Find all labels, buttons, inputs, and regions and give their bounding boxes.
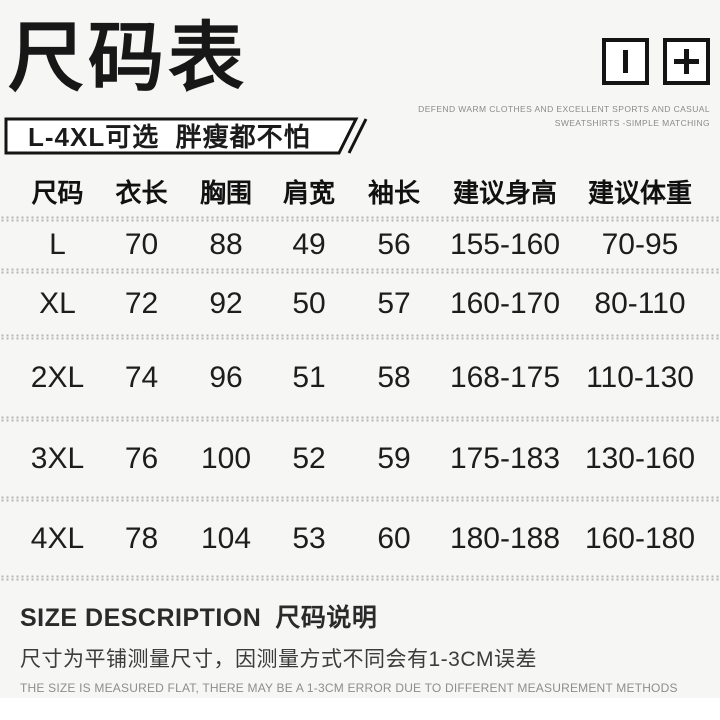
sleeve-cell: 60 [377, 521, 411, 555]
chest-cell: 88 [209, 228, 243, 261]
column-header-size: 尺码 [31, 177, 84, 208]
sleeve-cell: 58 [377, 361, 411, 394]
tagline-line-1: DEFEND WARM CLOTHES AND EXCELLENT SPORTS… [418, 104, 710, 114]
chest-cell: 100 [200, 442, 252, 475]
size-chart-page: 尺码表 DEFEND WARM CLOTHES AND EXCELLENT SP… [0, 16, 720, 695]
tagline: DEFEND WARM CLOTHES AND EXCELLENT SPORTS… [418, 102, 710, 130]
sleeve-cell: 56 [377, 228, 411, 261]
height-cell: 155-160 [449, 228, 561, 261]
bottom-white-strip [0, 698, 720, 720]
shoulder-cell: 50 [292, 287, 326, 320]
height-cell: 175-183 [449, 442, 561, 475]
table-row-l: L 70 88 49 56 155-160 70-95 [0, 222, 720, 268]
table-row-2xl: 2XL 74 96 51 58 168-175 110-130 [0, 340, 720, 416]
dotted-divider [0, 268, 720, 274]
banner-outline-shape [4, 117, 368, 155]
weight-cell: 130-160 [584, 442, 696, 475]
weight-cell: 80-110 [594, 287, 686, 320]
sleeve-cell: 57 [377, 287, 411, 320]
chest-cell: 92 [209, 287, 243, 320]
shoulder-cell: 52 [292, 442, 326, 475]
size-cell: 3XL [30, 442, 85, 475]
column-header-height: 建议身高 [452, 177, 557, 208]
weight-cell: 160-180 [584, 521, 696, 555]
table-row-xl: XL 72 92 50 57 160-170 80-110 [0, 274, 720, 334]
size-cell: 4XL [30, 521, 85, 555]
size-range-banner: L-4XL可选 胖瘦都不怕 [4, 117, 372, 155]
dotted-divider [0, 575, 720, 581]
vertical-bar-icon [602, 38, 649, 85]
size-description-heading: SIZE DESCRIPTION 尺码说明 [20, 598, 678, 634]
weight-cell: 70-95 [601, 228, 679, 261]
size-cell: 2XL [30, 361, 85, 394]
chest-cell: 96 [209, 361, 243, 394]
chest-cell: 104 [200, 521, 252, 555]
dotted-divider [0, 496, 720, 502]
column-header-shoulder: 肩宽 [282, 177, 335, 208]
plus-icon [663, 38, 710, 85]
height-cell: 180-188 [449, 521, 561, 555]
height-cell: 168-175 [449, 361, 561, 394]
shoulder-cell: 49 [292, 228, 326, 261]
length-cell: 74 [124, 361, 159, 394]
length-cell: 70 [124, 228, 159, 261]
icon-row [602, 38, 710, 85]
column-header-weight: 建议体重 [587, 177, 692, 208]
table-row-4xl: 4XL 78 104 53 60 180-188 160-180 [0, 502, 720, 575]
shoulder-cell: 53 [292, 521, 326, 555]
size-cell: L [49, 228, 66, 261]
column-header-chest: 胸围 [199, 177, 252, 208]
banner-text: L-4XL可选 胖瘦都不怕 [28, 121, 311, 152]
length-cell: 78 [124, 521, 159, 555]
measurement-note-zh: 尺寸为平铺测量尺寸，因测量方式不同会有1-3CM误差 [20, 648, 538, 671]
size-description-heading-zh: 尺码说明 [275, 604, 378, 632]
size-table: 尺码 衣长 胸围 肩宽 袖长 建议身高 建议体重 L 70 88 49 56 1… [0, 166, 720, 581]
sleeve-cell: 59 [377, 442, 411, 475]
table-header-row: 尺码 衣长 胸围 肩宽 袖长 建议身高 建议体重 [0, 166, 720, 216]
dotted-divider [0, 416, 720, 422]
weight-cell: 110-130 [586, 361, 694, 394]
table-row-3xl: 3XL 76 100 52 59 175-183 130-160 [0, 422, 720, 496]
dotted-divider [0, 334, 720, 340]
tagline-line-2: SWEATSHIRTS -SIMPLE MATCHING [554, 118, 710, 128]
measurement-note-en: THE SIZE IS MEASURED FLAT, THERE MAY BE … [20, 681, 678, 695]
size-description-section: SIZE DESCRIPTION 尺码说明 尺寸为平铺测量尺寸，因测量方式不同会有… [20, 598, 678, 695]
column-header-length: 衣长 [115, 177, 168, 208]
page-title: 尺码表 [8, 16, 248, 101]
length-cell: 76 [124, 442, 159, 475]
shoulder-cell: 51 [292, 361, 326, 394]
column-header-sleeve: 袖长 [367, 177, 420, 208]
dotted-divider [0, 216, 720, 222]
height-cell: 160-170 [449, 287, 561, 320]
length-cell: 72 [124, 287, 159, 320]
size-description-heading-en: SIZE DESCRIPTION [20, 604, 262, 632]
size-cell: XL [39, 287, 76, 320]
